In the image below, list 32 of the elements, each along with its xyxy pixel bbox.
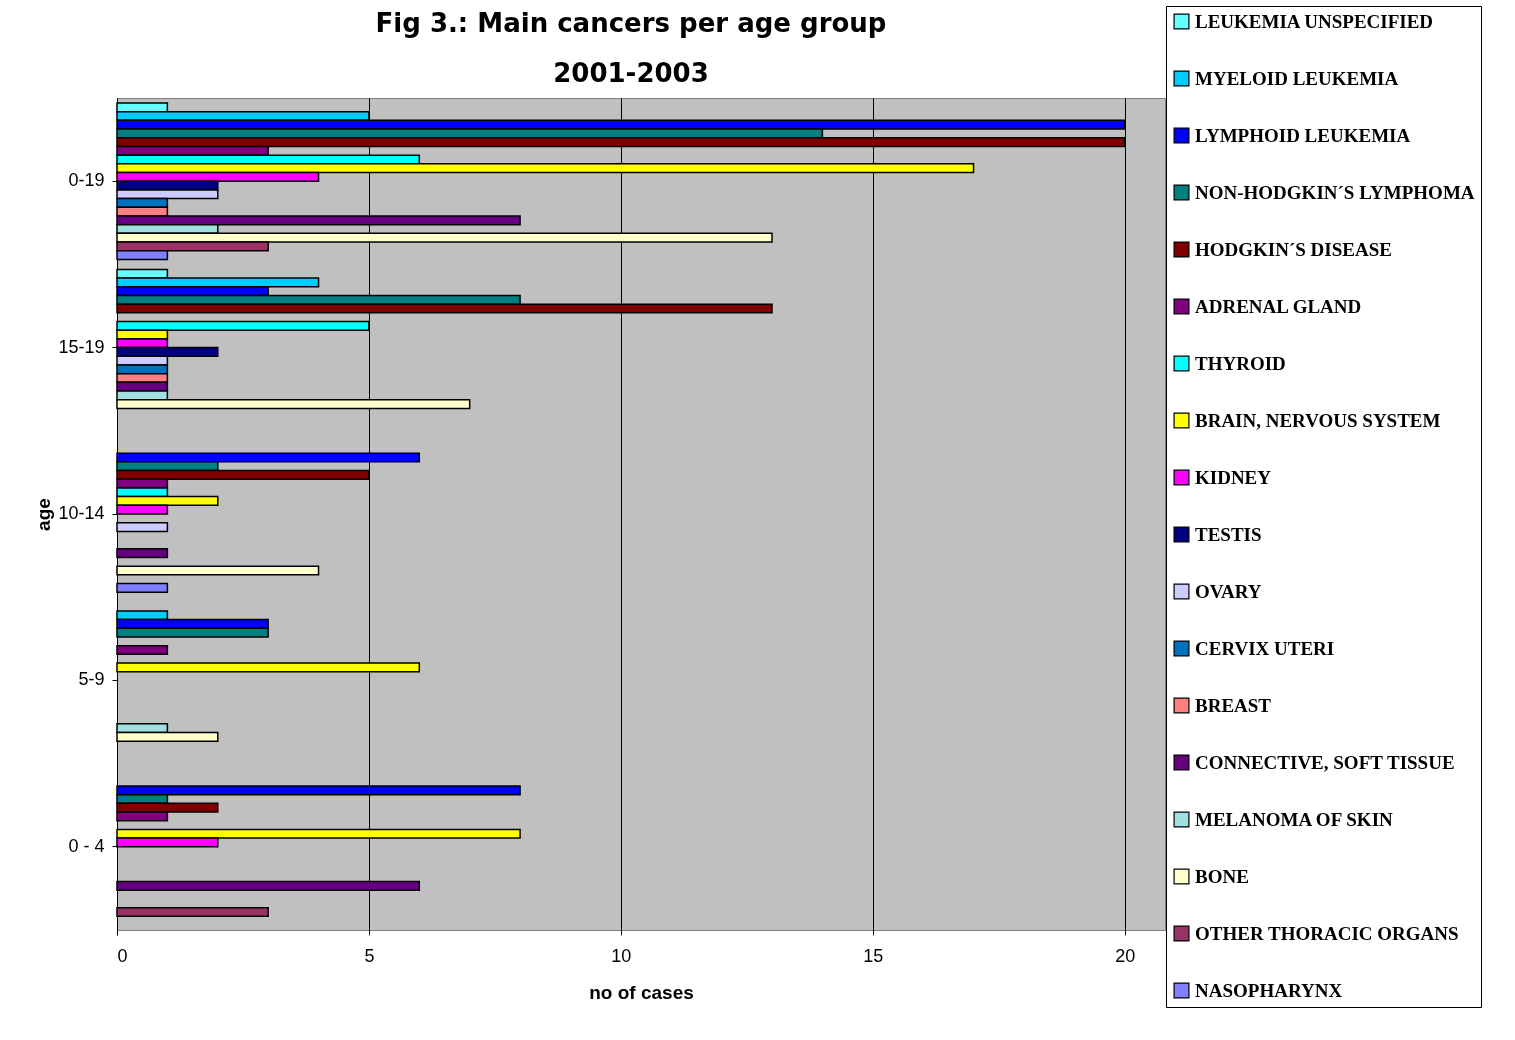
legend-label: BRAIN, NERVOUS SYSTEM [1195, 409, 1441, 431]
legend-label: BREAST [1195, 694, 1272, 716]
legend-label: CERVIX UTERI [1195, 637, 1335, 659]
legend-label: MYELOID LEUKEMIA [1195, 67, 1399, 89]
legend-label: CONNECTIVE, SOFT TISSUE [1195, 751, 1455, 773]
legend-label: OVARY [1195, 580, 1262, 602]
legend-label: THYROID [1195, 352, 1286, 374]
y-tick-label: 0 - 4 [68, 835, 105, 856]
legend-label: HODGKIN´S DISEASE [1195, 238, 1392, 260]
chart-title: Fig 3.: Main cancers per age group [375, 8, 887, 38]
legend-label: MELANOMA OF SKIN [1195, 808, 1394, 830]
x-axis-title: no of cases [589, 981, 694, 1003]
legend-label: LYMPHOID LEUKEMIA [1195, 124, 1411, 146]
x-tick-label: 10 [611, 945, 632, 966]
legend-label: NON-HODGKIN´S LYMPHOMA [1195, 181, 1475, 203]
y-axis-title: age [33, 498, 55, 531]
y-tick-label: 5-9 [78, 669, 105, 690]
legend-label: ADRENAL GLAND [1195, 295, 1362, 317]
legend-label: LEUKEMIA UNSPECIFIED [1195, 10, 1434, 32]
legend-label: TESTIS [1195, 523, 1262, 545]
legend-label: BONE [1195, 865, 1249, 887]
x-tick-label: 20 [1115, 945, 1136, 966]
legend-label: OTHER THORACIC ORGANS [1195, 922, 1459, 944]
y-tick-label: 15-19 [58, 336, 105, 357]
y-tick-label: 10-14 [58, 503, 105, 523]
x-tick-label: 5 [364, 945, 375, 966]
x-tick-label: 15 [863, 945, 884, 966]
legend-label: KIDNEY [1195, 466, 1272, 488]
chart-subtitle: 2001-2003 [553, 58, 709, 88]
legend-label: NASOPHARYNX [1195, 979, 1343, 1001]
x-tick-label: 0 [117, 945, 128, 966]
y-tick-label: 0-19 [68, 170, 105, 191]
